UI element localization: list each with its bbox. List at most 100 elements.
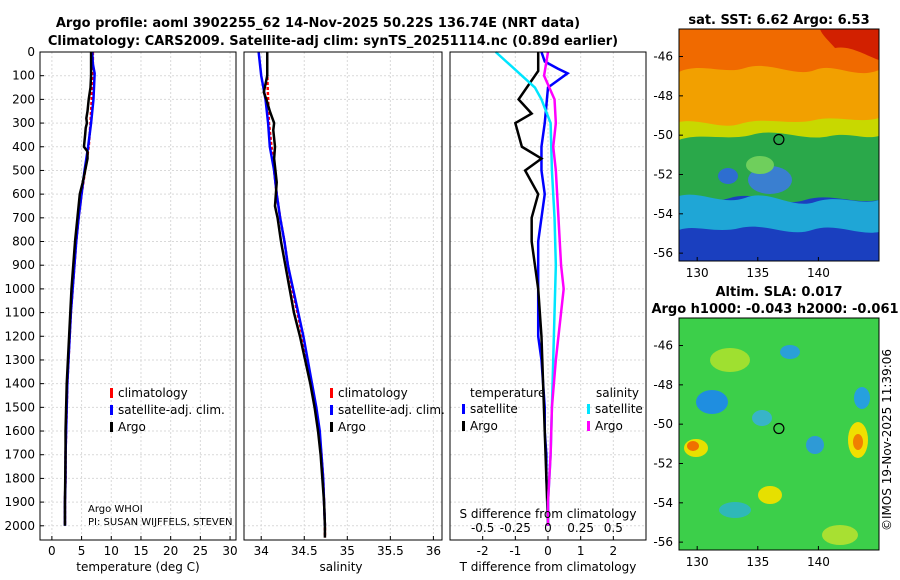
sla-map-title: Altim. SLA: 0.017 [716,285,843,300]
x-tick-label: 0 [544,544,552,558]
map-y-tick-label: -48 [653,378,673,392]
x-tick-label: -1 [509,544,521,558]
sla-mid-2 [822,525,858,545]
depth-tick-label: 1900 [4,495,35,509]
salinity-legend: climatology satellite-adj. clim. Argo [330,386,445,434]
map-y-tick-label: -46 [653,50,673,64]
x-tick-label: 2 [610,544,618,558]
x-tick-label: 30 [222,544,237,558]
series-climatology [265,52,327,538]
temperature-xlabel: temperature (deg C) [76,560,199,574]
sla-low-5 [854,387,870,409]
x-tick-label: 0 [48,544,56,558]
difference-lines [494,51,571,526]
sst-argo-location-marker [773,133,785,146]
legend-argo-swatch [110,422,113,432]
depth-tick-label: 0 [27,45,35,59]
depth-tick-label: 1000 [4,282,35,296]
sla-high-1-core [687,441,699,451]
x-tick-label: 15 [133,544,148,558]
figure-title-line2: Climatology: CARS2009. Satellite-adj cli… [48,34,618,49]
x-tick-label: 36 [426,544,441,558]
temperature-axes-frame [39,51,237,541]
x-tick-label: 25 [193,544,208,558]
x-tick-label: 5 [78,544,86,558]
sla-map-ticks: 130 135 140 -46 -48 -50 -52 -54 -56 [653,339,829,569]
s-difference-xlabel: S difference from climatology [460,507,637,521]
legend-satellite: satellite-adj. clim. [338,403,445,417]
map-y-tick-label: -54 [653,496,673,510]
legend-t-argo-swatch [462,421,465,431]
legend-s-argo: Argo [595,419,623,433]
depth-yticks: 0 100 200 300 400 500 600 700 800 900 1000 1100 1200… [4,45,44,533]
imos-credit: ©IMOS 19-Nov-2025 11:39:06 [880,349,894,531]
map-y-tick-label: -52 [653,456,673,470]
sst-map-frame [678,28,880,262]
depth-tick-label: 1800 [4,471,35,485]
map-x-tick-label: 135 [746,555,769,569]
x-tick-label: -2 [477,544,489,558]
series-argo [262,52,327,538]
temperature-panel: 0 5 10 15 20 25 30 0 100 200 300 400 500 600 700 800 90… [4,45,237,574]
depth-tick-label: 700 [12,211,35,225]
map-y-tick-label: -48 [653,89,673,103]
sla-low-6 [719,502,751,518]
map-y-tick-label: -56 [653,246,673,260]
s-x-tick-label: 0.25 [567,521,594,535]
temperature-lines [63,51,96,526]
map-x-tick-label: 135 [746,266,769,280]
depth-tick-label: 300 [12,116,35,130]
series-t-argo [513,52,550,526]
legend-s-satellite-swatch [587,404,590,414]
depth-tick-label: 1500 [4,400,35,414]
depth-tick-label: 2000 [4,519,35,533]
depth-tick-label: 800 [12,235,35,249]
legend-satellite: satellite-adj. clim. [118,403,225,417]
depth-tick-label: 900 [12,258,35,272]
x-tick-label: 20 [163,544,178,558]
depth-tick-label: 1600 [4,424,35,438]
legend-climatology-swatch [330,388,333,398]
difference-panel: -2 -1 0 1 2 -0.5 -0.25 0 0.25 0.5 S difference f… [449,51,647,574]
x-tick-label: 1 [577,544,585,558]
legend-argo-swatch [330,422,333,432]
sla-mid-1 [710,348,750,372]
map-y-tick-label: -52 [653,167,673,181]
legend-satellite-swatch [330,405,333,415]
s-x-tick-label: 0.5 [604,521,623,535]
depth-tick-label: 400 [12,140,35,154]
depth-tick-label: 100 [12,69,35,83]
legend-satellite-swatch [110,405,113,415]
legend-t-satellite: satellite [470,402,518,416]
map-x-tick-label: 140 [807,266,830,280]
legend-t-satellite-swatch [462,404,465,414]
depth-tick-label: 1100 [4,306,35,320]
difference-grid [450,51,646,540]
sst-cyan-region [679,194,879,233]
sst-heatmap [679,29,879,261]
legend-temperature-title: temperature [470,386,545,400]
salinity-panel: 34 34.5 35 35.5 36 salinity climatology sate… [243,51,445,574]
sst-map-title: sat. SST: 6.62 Argo: 6.53 [688,13,869,28]
sla-low-4 [806,436,824,454]
sla-map-panel: Altim. SLA: 0.017 Argo h1000: -0.043 h20… [651,285,898,569]
legend-argo: Argo [338,420,366,434]
sla-high-2-core [853,434,863,450]
salinity-xticks: 34 34.5 35 35.5 36 [254,536,441,558]
x-tick-label: 35.5 [377,544,404,558]
temperature-grid [40,51,236,540]
sst-map-ticks: 130 135 140 -46 -48 -50 -52 -54 -56 [653,50,829,280]
map-y-tick-label: -56 [653,535,673,549]
map-y-tick-label: -50 [653,128,673,142]
argo-center-label: Argo WHOI [88,504,143,515]
sla-map-frame [678,317,880,551]
map-x-tick-label: 140 [807,555,830,569]
temperature-legend: climatology satellite-adj. clim. Argo [110,386,225,434]
series-argo [63,52,93,526]
legend-climatology-swatch [110,388,113,398]
map-x-tick-label: 130 [686,266,709,280]
s-x-tick-label: -0.25 [500,521,531,535]
sla-low-1 [696,390,728,414]
depth-tick-label: 1200 [4,329,35,343]
